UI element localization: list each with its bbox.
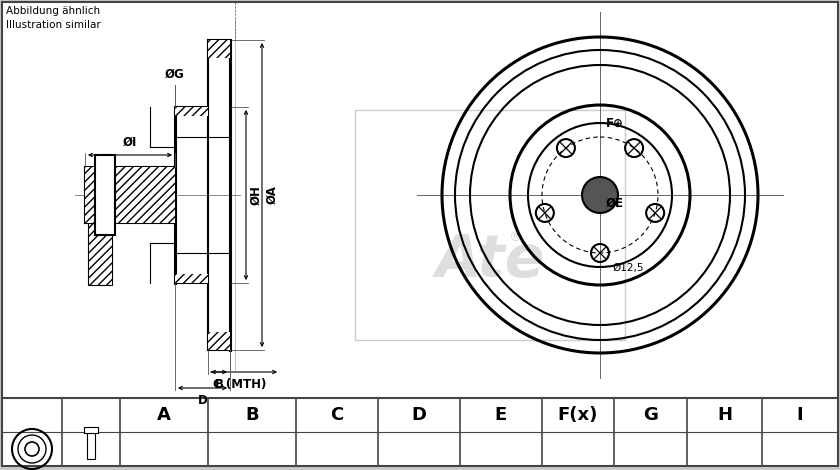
Text: D: D (197, 394, 207, 407)
Bar (175, 274, 208, 283)
Text: I: I (796, 406, 803, 424)
Text: G: G (643, 406, 658, 424)
Bar (355, 110, 625, 340)
Bar (208, 40, 230, 58)
Text: H: H (717, 406, 732, 424)
Text: ØH: ØH (249, 185, 262, 205)
Text: Ø12,5: Ø12,5 (612, 263, 643, 273)
Text: D: D (412, 406, 427, 424)
Text: ®: ® (508, 231, 522, 245)
Bar (2, 2, 838, 400)
Bar (175, 107, 208, 116)
Text: ØE: ØE (606, 196, 624, 210)
Text: E: E (495, 406, 507, 424)
Text: Ate: Ate (435, 232, 544, 289)
Bar (84, 427, 98, 433)
Text: ØI: ØI (123, 136, 137, 149)
Bar (88, 223, 112, 285)
Text: C (MTH): C (MTH) (213, 378, 266, 391)
Text: F(x): F(x) (558, 406, 598, 424)
Circle shape (582, 177, 618, 213)
Bar (2, 398, 838, 466)
Text: ØG: ØG (165, 68, 185, 81)
Text: Abbildung ähnlich
Illustration similar: Abbildung ähnlich Illustration similar (6, 6, 101, 30)
Text: B: B (245, 406, 259, 424)
Text: ØA: ØA (265, 186, 278, 204)
Text: F⊕: F⊕ (606, 117, 624, 130)
Bar (208, 332, 230, 350)
Bar (95, 155, 115, 235)
Text: B: B (214, 378, 223, 391)
Text: C: C (330, 406, 344, 424)
Bar (85, 167, 175, 223)
Text: A: A (157, 406, 171, 424)
Bar (87, 431, 95, 459)
